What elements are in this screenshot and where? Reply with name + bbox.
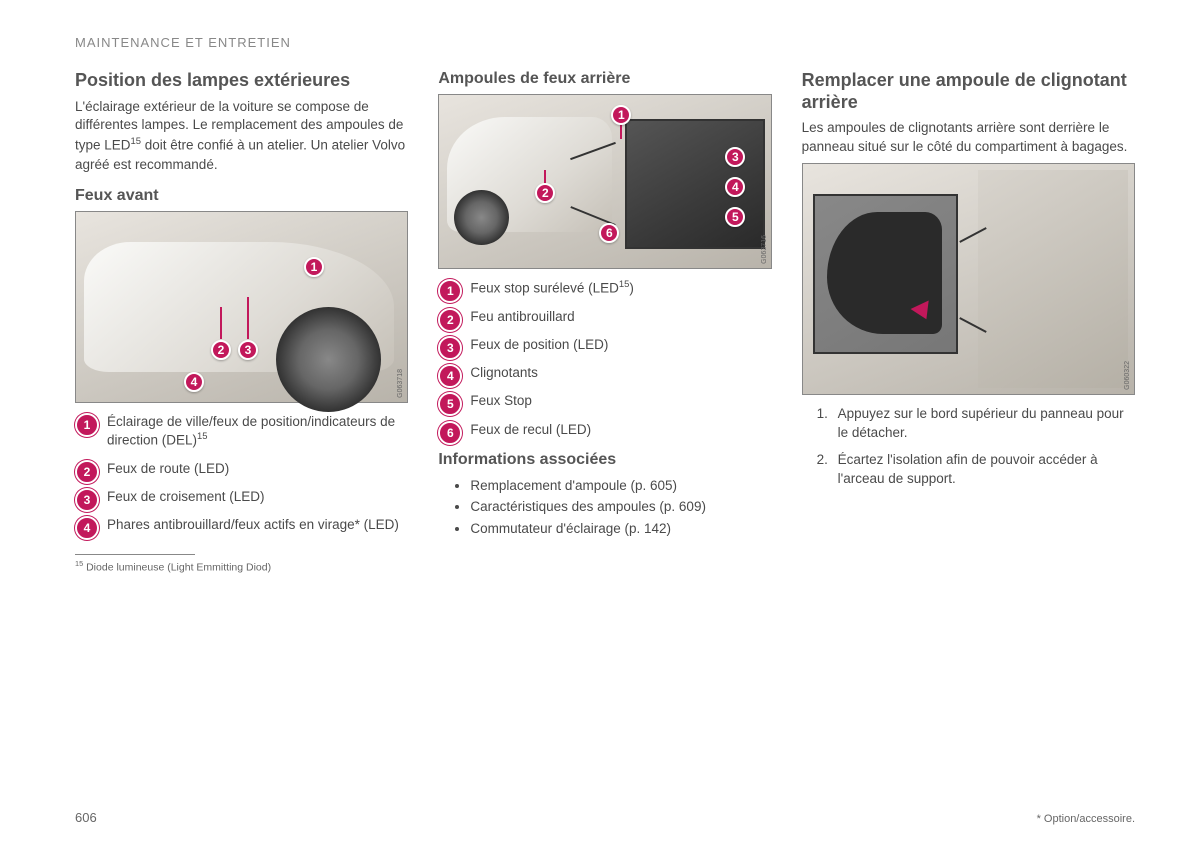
- figure-replace: G060322: [802, 163, 1135, 395]
- content-columns: Position des lampes extérieures L'éclair…: [75, 70, 1135, 581]
- list-item: Feux Stop: [438, 392, 771, 410]
- list-item: Feux de position (LED): [438, 336, 771, 354]
- column-2: Ampoules de feux arrière G063716 123456 …: [438, 70, 771, 581]
- col3-title: Remplacer une ampoule de clignotant arri…: [802, 70, 1135, 113]
- list-item: Feux de route (LED): [75, 460, 408, 478]
- col1-intro: L'éclairage extérieur de la voiture se c…: [75, 98, 408, 175]
- step-item: Appuyez sur le bord supérieur du panneau…: [832, 405, 1135, 443]
- step-item: Écartez l'isolation afin de pouvoir accé…: [832, 451, 1135, 489]
- page-number: 606: [75, 810, 97, 825]
- related-item: Remplacement d'ampoule (p. 605): [470, 475, 771, 497]
- figure-rear: G063716 123456: [438, 94, 771, 269]
- section-header: MAINTENANCE ET ENTRETIEN: [75, 35, 1135, 50]
- list-item: Phares antibrouillard/feux actifs en vir…: [75, 516, 408, 534]
- footnote: 15 Diode lumineuse (Light Emmitting Diod…: [75, 559, 408, 575]
- marker-3: 3: [238, 340, 258, 360]
- fig2-ref: G063716: [761, 235, 768, 264]
- footnote-text: Diode lumineuse (Light Emmitting Diod): [86, 562, 271, 574]
- col1-sub1: Feux avant: [75, 187, 408, 205]
- figure-front: G063718 1 23 4: [75, 211, 408, 403]
- related-item: Commutateur d'éclairage (p. 142): [470, 518, 771, 540]
- related-item: Caractéristiques des ampoules (p. 609): [470, 496, 771, 518]
- list-item: Feux de croisement (LED): [75, 488, 408, 506]
- column-3: Remplacer une ampoule de clignotant arri…: [802, 70, 1135, 581]
- col1-title: Position des lampes extérieures: [75, 70, 408, 92]
- list-item: Clignotants: [438, 364, 771, 382]
- col3-intro: Les ampoules de clignotants arrière sont…: [802, 119, 1135, 157]
- front-lamp-list: Éclairage de ville/feux de position/indi…: [75, 413, 408, 535]
- list-item: Feu antibrouillard: [438, 308, 771, 326]
- col2-sub1: Ampoules de feux arrière: [438, 70, 771, 88]
- intro-sup: 15: [131, 136, 142, 147]
- fig1-ref: G063718: [397, 369, 404, 398]
- option-note: * Option/accessoire.: [1037, 813, 1135, 825]
- related-title: Informations associées: [438, 451, 771, 469]
- footnote-rule: [75, 554, 195, 555]
- fig3-ref: G060322: [1124, 361, 1131, 390]
- marker-2: 2: [211, 340, 231, 360]
- list-item: Éclairage de ville/feux de position/indi…: [75, 413, 408, 450]
- list-item: Feux de recul (LED): [438, 421, 771, 439]
- marker-4: 4: [184, 372, 204, 392]
- marker-1: 1: [304, 257, 324, 277]
- rear-lamp-list: Feux stop surélevé (LED15) Feu antibrouil…: [438, 279, 771, 439]
- marker-6: 6: [599, 223, 619, 243]
- footnote-num: 15: [75, 559, 83, 568]
- list-item: Feux stop surélevé (LED15): [438, 279, 771, 298]
- related-list: Remplacement d'ampoule (p. 605)Caractéri…: [438, 475, 771, 540]
- column-1: Position des lampes extérieures L'éclair…: [75, 70, 408, 581]
- replace-steps: Appuyez sur le bord supérieur du panneau…: [802, 405, 1135, 489]
